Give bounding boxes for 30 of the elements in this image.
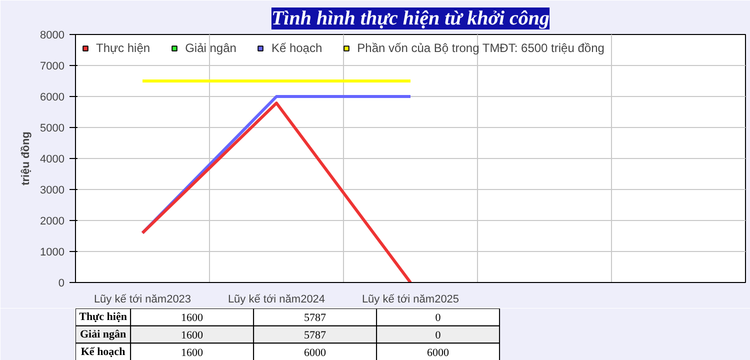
x-tick-label: Lũy kế tới năm2025: [362, 294, 460, 306]
text: Giải ngân: [80, 328, 126, 340]
y-tick-label: 6000: [40, 92, 65, 104]
y-tick-label: 8000: [40, 30, 65, 42]
text: 1600: [181, 330, 204, 342]
y-tick-label: 4000: [40, 154, 65, 166]
y-tick-label: 2000: [40, 216, 65, 228]
data-label: 1600: [181, 312, 204, 324]
x-tick-label: Lũy kế tới năm2024: [228, 294, 326, 306]
chart-title: Tình hình thực hiện từ khởi công: [271, 8, 550, 30]
y-tick-label: 5000: [40, 122, 65, 134]
text: 0: [435, 330, 441, 342]
y-tick-label: 0: [58, 278, 65, 290]
data-label: 6000: [304, 346, 327, 359]
legend-label: Phần vốn của Bộ trong TMĐT: 6500 triệu đồng: [357, 41, 604, 55]
y-axis-title: triệu đồng: [20, 132, 32, 186]
y-tick-label: 3000: [40, 184, 65, 196]
data-label: 6000: [427, 346, 450, 359]
data-label: 0: [435, 312, 442, 324]
legend-label: Giải ngân: [185, 41, 236, 55]
text: Kế hoạch: [80, 346, 126, 358]
legend-label: Kế hoạch: [271, 41, 322, 55]
x-tick-label: Lũy kế tới năm2023: [94, 294, 192, 306]
data-label: 1600: [181, 346, 204, 359]
y-tick-label: 7000: [40, 60, 65, 72]
data-label: 5787: [304, 312, 327, 324]
text: 5787: [304, 330, 326, 342]
legend-label: Thực hiện: [96, 41, 150, 55]
text: Thực hiện: [79, 311, 127, 324]
y-tick-label: 1000: [40, 246, 65, 258]
